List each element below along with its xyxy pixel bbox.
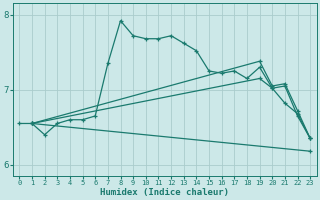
X-axis label: Humidex (Indice chaleur): Humidex (Indice chaleur): [100, 188, 229, 197]
